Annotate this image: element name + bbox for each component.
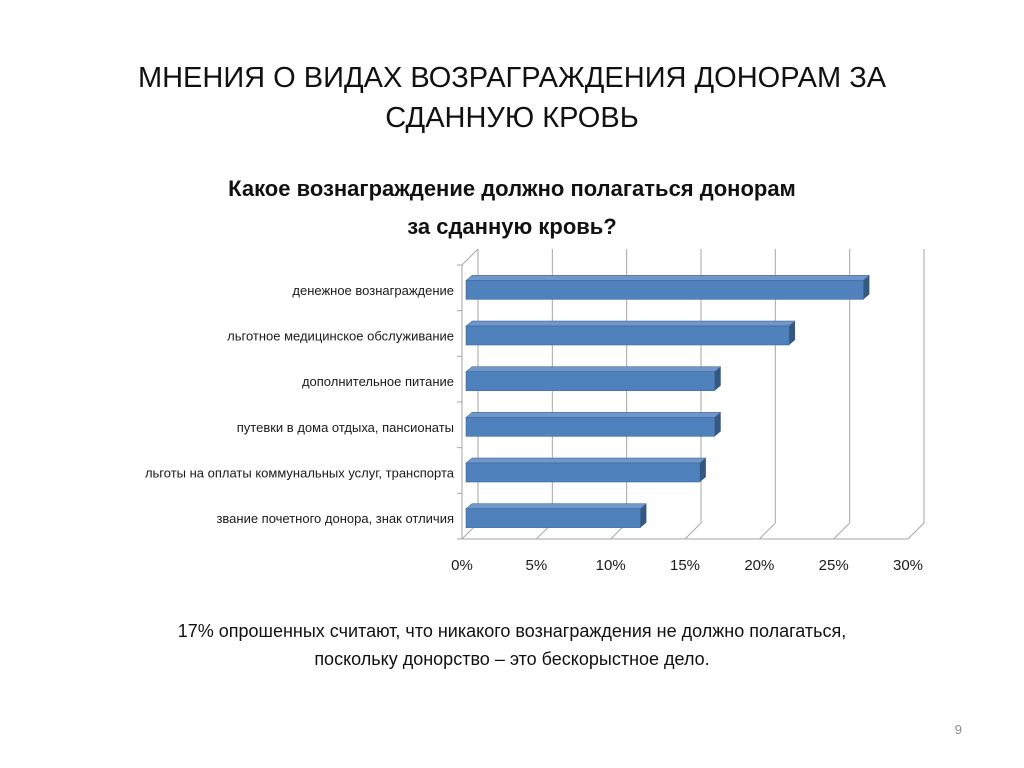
- category-label: денежное вознаграждение: [292, 283, 454, 298]
- category-label: дополнительное питание: [302, 374, 454, 389]
- floor-depth-line: [684, 522, 702, 540]
- floor-depth-line: [758, 522, 776, 540]
- category-label: льготы на оплаты коммунальных услуг, тра…: [145, 466, 455, 481]
- x-tick-label: 15%: [670, 557, 700, 574]
- x-tick-label: 25%: [819, 557, 849, 574]
- axis-side-wall-top: [461, 248, 479, 266]
- category-label: звание почетного донора, знак отличия: [216, 511, 454, 526]
- bar: [465, 320, 796, 346]
- slide-title: МНЕНИЯ О ВИДАХ ВОЗРАГРАЖДЕНИЯ ДОНОРАМ ЗА…: [137, 62, 887, 134]
- footnote-text: 17% опрошенных считают, что никакого воз…: [177, 621, 847, 669]
- bar-chart: денежное вознаграждение льготное медицинс…: [145, 248, 925, 574]
- page-number: 9: [954, 722, 962, 737]
- bar: [465, 503, 648, 528]
- x-tick-label: 20%: [744, 557, 774, 574]
- x-tick-label: 0%: [451, 557, 473, 574]
- x-tick-label: 5%: [525, 557, 547, 574]
- chart-x-ticks: 0% 5% 10% 15% 20% 25% 30%: [451, 557, 923, 574]
- bar: [465, 275, 871, 300]
- chart-bars: [465, 275, 871, 528]
- bar: [465, 412, 722, 437]
- bar: [465, 366, 722, 391]
- chart-category-labels: денежное вознаграждение льготное медицинс…: [145, 283, 455, 526]
- category-label: путевки в дома отдыха, пансионаты: [237, 420, 454, 435]
- floor-depth-line: [833, 522, 851, 540]
- category-label: льготное медицинское обслуживание: [227, 329, 454, 344]
- bar: [465, 457, 707, 483]
- x-tick-label: 10%: [596, 557, 626, 574]
- floor-depth-line: [907, 522, 925, 540]
- x-tick-label: 30%: [893, 557, 923, 574]
- chart-title: Какое вознаграждение должно полагаться д…: [228, 176, 796, 239]
